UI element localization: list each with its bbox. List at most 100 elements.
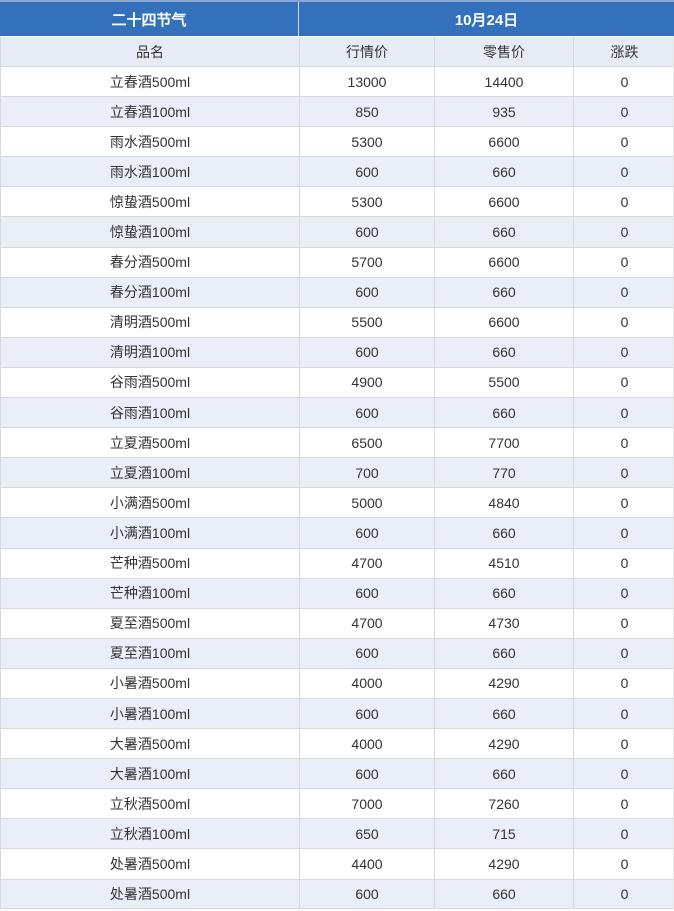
column-header-retail-price: 零售价: [434, 37, 573, 66]
product-name-cell: 谷雨酒100ml: [109, 404, 191, 421]
market-price-cell: 600: [299, 217, 434, 247]
change-cell: 0: [573, 97, 674, 127]
retail-price-cell: 6600: [434, 247, 573, 277]
retail-price-cell: 4840: [434, 488, 573, 518]
product-name-cell: 小暑酒100ml: [109, 705, 191, 722]
group-header-series-title: 二十四节气: [111, 11, 187, 29]
retail-price-cell: 935: [434, 97, 573, 127]
retail-price-cell: 715: [434, 819, 573, 849]
change-cell: 0: [573, 428, 674, 458]
table-row: 夏至酒100ml 600 660 0: [0, 637, 674, 668]
change-cell: 0: [573, 668, 674, 698]
table-row: 谷雨酒500ml 4900 5500 0: [0, 366, 674, 398]
product-name-cell: 大暑酒100ml: [109, 765, 191, 782]
product-name-cell: 春分酒500ml: [109, 254, 191, 271]
change-cell: 0: [573, 488, 674, 518]
change-cell: 0: [573, 698, 674, 729]
change-cell: 0: [573, 67, 674, 97]
product-name-cell: 芒种酒100ml: [109, 585, 191, 602]
market-price-cell: 600: [299, 759, 434, 789]
retail-price-cell: 660: [434, 398, 573, 428]
group-header-date: 10月24日: [298, 2, 674, 36]
table-row: 夏至酒500ml 4700 4730 0: [0, 607, 674, 638]
change-cell: 0: [573, 518, 674, 548]
market-price-cell: 600: [299, 879, 434, 908]
product-name-cell: 惊蛰酒500ml: [109, 193, 191, 210]
product-name-cell: 谷雨酒500ml: [109, 374, 191, 391]
retail-price-cell: 660: [434, 759, 573, 789]
retail-price-cell: 660: [434, 638, 573, 668]
product-name-cell: 小满酒100ml: [109, 524, 191, 541]
change-cell: 0: [573, 217, 674, 247]
market-price-cell: 5000: [299, 488, 434, 518]
table-row: 小暑酒100ml 600 660 0: [0, 697, 674, 729]
column-header-change: 涨跌: [573, 37, 674, 66]
market-price-cell: 600: [299, 518, 434, 548]
change-cell: 0: [573, 729, 674, 759]
change-cell: 0: [573, 337, 674, 367]
table-row: 大暑酒100ml 600 660 0: [0, 758, 674, 789]
market-price-cell: 600: [299, 337, 434, 367]
change-cell: 0: [573, 789, 674, 819]
table-row: 立春酒100ml 850 935 0: [0, 96, 674, 127]
table-row: 处暑酒500ml 4400 4290 0: [0, 848, 674, 879]
product-name-cell: 处暑酒500ml: [109, 885, 191, 902]
product-name-cell: 清明酒100ml: [109, 344, 191, 361]
product-name-cell: 清明酒500ml: [109, 314, 191, 331]
column-header-market-price: 行情价: [299, 37, 434, 66]
market-price-cell: 600: [299, 398, 434, 428]
market-price-cell: 13000: [299, 67, 434, 97]
retail-price-cell: 4290: [434, 668, 573, 698]
table-row: 芒种酒100ml 600 660 0: [0, 577, 674, 608]
market-price-cell: 5300: [299, 127, 434, 157]
retail-price-cell: 5500: [434, 367, 573, 398]
product-name-cell: 立秋酒100ml: [109, 825, 191, 842]
product-name-cell: 惊蛰酒100ml: [109, 224, 191, 241]
table-row: 雨水酒100ml 600 660 0: [0, 156, 674, 187]
retail-price-cell: 660: [434, 157, 573, 187]
retail-price-cell: 660: [434, 217, 573, 247]
table-group-header: 二十四节气 10月24日: [0, 0, 674, 36]
market-price-cell: 600: [299, 578, 434, 608]
retail-price-cell: 660: [434, 879, 573, 908]
change-cell: 0: [573, 819, 674, 849]
table-row: 雨水酒500ml 5300 6600 0: [0, 126, 674, 157]
table-row: 立秋酒500ml 7000 7260 0: [0, 788, 674, 819]
table-row: 清明酒100ml 600 660 0: [0, 336, 674, 367]
change-cell: 0: [573, 247, 674, 277]
market-price-cell: 4400: [299, 849, 434, 879]
market-price-cell: 4000: [299, 729, 434, 759]
table-row: 立夏酒500ml 6500 7700 0: [0, 427, 674, 458]
change-cell: 0: [573, 307, 674, 337]
market-price-cell: 650: [299, 819, 434, 849]
change-cell: 0: [573, 638, 674, 668]
change-cell: 0: [573, 879, 674, 908]
product-name-cell: 立夏酒100ml: [109, 464, 191, 481]
change-cell: 0: [573, 849, 674, 879]
retail-price-cell: 7260: [434, 789, 573, 819]
table-row: 谷雨酒100ml 600 660 0: [0, 397, 674, 428]
retail-price-cell: 660: [434, 337, 573, 367]
product-name-cell: 夏至酒100ml: [109, 645, 191, 662]
product-name-cell: 立夏酒500ml: [109, 434, 191, 451]
table-body: 立春酒500ml 13000 14400 0 立春酒100ml 850 935 0 雨水酒500…: [0, 66, 674, 909]
change-cell: 0: [573, 187, 674, 217]
product-name-cell: 雨水酒500ml: [109, 133, 191, 150]
market-price-cell: 4900: [299, 367, 434, 398]
table-row: 小满酒100ml 600 660 0: [0, 517, 674, 548]
market-price-cell: 5700: [299, 247, 434, 277]
table-row: 小满酒500ml 5000 4840 0: [0, 487, 674, 518]
change-cell: 0: [573, 127, 674, 157]
change-cell: 0: [573, 367, 674, 398]
table-row: 大暑酒500ml 4000 4290 0: [0, 728, 674, 759]
market-price-cell: 5500: [299, 307, 434, 337]
product-name-cell: 夏至酒500ml: [109, 615, 191, 632]
market-price-cell: 850: [299, 97, 434, 127]
retail-price-cell: 660: [434, 578, 573, 608]
product-name-cell: 处暑酒500ml: [109, 855, 191, 872]
retail-price-cell: 6600: [434, 127, 573, 157]
change-cell: 0: [573, 458, 674, 488]
table-row: 小暑酒500ml 4000 4290 0: [0, 667, 674, 698]
table-row: 芒种酒500ml 4700 4510 0: [0, 547, 674, 578]
